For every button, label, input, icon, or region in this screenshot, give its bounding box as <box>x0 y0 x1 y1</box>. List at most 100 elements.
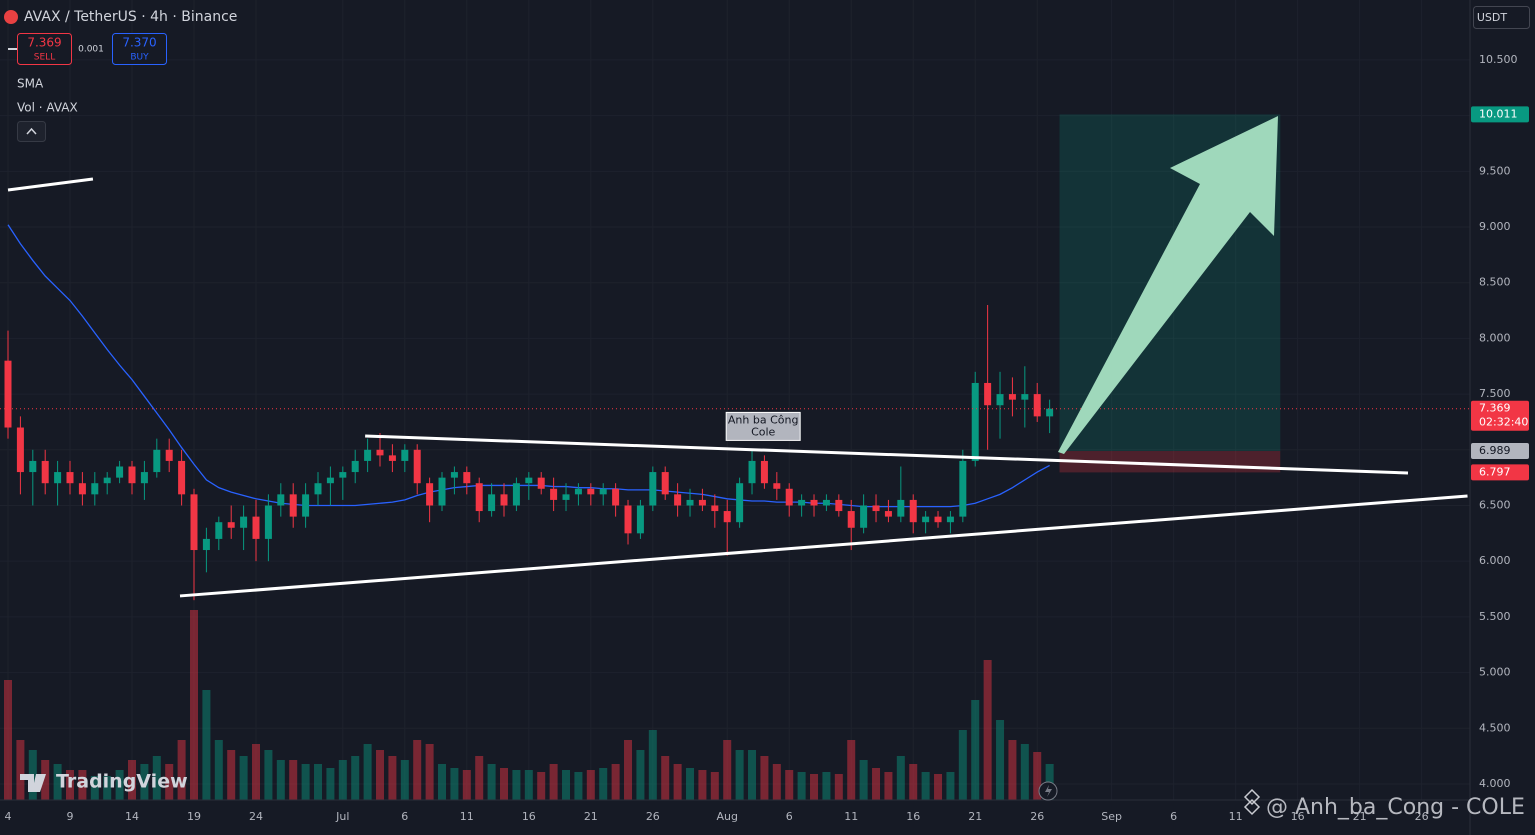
volume-bar <box>822 772 831 800</box>
volume-bar <box>140 764 149 800</box>
candle-body <box>326 477 334 484</box>
candle-body <box>599 488 607 495</box>
candle-body <box>165 449 173 461</box>
candle-body <box>91 483 99 495</box>
y-tick-label: 7.500 <box>1479 387 1511 400</box>
watermark-icon <box>1243 788 1261 816</box>
price-label-bg <box>1471 443 1529 460</box>
candle-body <box>103 477 111 484</box>
x-tick-label: 26 <box>646 810 660 823</box>
x-tick-label: Sep <box>1101 810 1122 823</box>
arrow <box>1058 116 1278 454</box>
candle-body <box>798 499 806 506</box>
volume-bar <box>884 772 893 800</box>
candle-body <box>587 488 595 495</box>
volume-bar <box>66 770 74 800</box>
x-tick-label: 11 <box>844 810 858 823</box>
buy-button[interactable] <box>112 33 167 65</box>
x-tick-label: 21 <box>1353 810 1367 823</box>
x-tick-label: 16 <box>1291 810 1305 823</box>
volume-bar <box>934 774 943 800</box>
x-tick-label: 9 <box>67 810 74 823</box>
candle-body <box>847 511 855 528</box>
candle-body <box>860 505 868 528</box>
volume-bar <box>413 740 422 800</box>
volume-bar <box>338 760 347 800</box>
candle-body <box>897 499 905 517</box>
candle-body <box>29 460 37 473</box>
countdown: 02:32:40 <box>1479 416 1528 429</box>
sell-label[interactable]: SELL <box>34 53 55 63</box>
sell-price[interactable]: 7.369 <box>27 36 61 50</box>
volume-bar <box>648 730 657 800</box>
candle-body <box>612 488 620 506</box>
candle-body <box>884 511 892 517</box>
currency[interactable]: USDT <box>1477 11 1508 24</box>
candle-body <box>413 449 421 484</box>
indicator-legend[interactable]: SMA <box>17 77 44 91</box>
volume-bar <box>549 764 558 800</box>
candle-body <box>624 505 632 534</box>
volume-bar <box>983 660 992 800</box>
volume-bar <box>202 690 211 800</box>
candle-body <box>636 505 644 534</box>
candle-body <box>140 472 148 484</box>
buy-label[interactable]: BUY <box>130 53 149 63</box>
volume-bar <box>512 770 521 800</box>
candle-body <box>240 516 248 528</box>
candle-body <box>463 472 471 484</box>
volume-bar <box>599 768 608 800</box>
candle-body <box>227 522 235 528</box>
y-tick-label: 9.000 <box>1479 220 1511 233</box>
volume-bar <box>165 764 174 800</box>
volume-bar <box>686 768 695 800</box>
x-tick-label: 26 <box>1030 810 1044 823</box>
volume-bar <box>735 750 744 800</box>
candle-body <box>835 499 843 512</box>
candle-body <box>178 460 186 495</box>
candle-body <box>54 472 62 484</box>
candle-body <box>959 460 967 517</box>
candle-body <box>512 483 520 506</box>
volume-bar <box>239 756 248 800</box>
volume-bar <box>115 770 124 800</box>
x-tick-label: 21 <box>968 810 982 823</box>
volume-bar <box>611 764 620 800</box>
volume-bar <box>896 756 905 800</box>
candle-body <box>984 382 992 406</box>
y-tick-label: 8.500 <box>1479 276 1511 289</box>
currency-button[interactable] <box>1473 6 1530 29</box>
price-label: 10.011 <box>1479 107 1518 120</box>
volume-bar <box>289 760 298 800</box>
volume-bar <box>500 768 509 800</box>
collapse-button[interactable] <box>17 121 46 142</box>
watermark: @ Anh_ba_Cong - COLE <box>1266 795 1525 820</box>
candle-body <box>574 488 582 495</box>
x-tick-label: 24 <box>249 810 263 823</box>
volume-bar <box>103 776 112 800</box>
candle-body <box>4 360 12 428</box>
candle-body <box>1021 394 1029 400</box>
candle-body <box>438 477 446 506</box>
candle-body <box>364 449 372 461</box>
candle-body <box>1008 394 1016 400</box>
x-tick-label: 26 <box>1415 810 1429 823</box>
trendline <box>179 494 1468 598</box>
volume-bar <box>524 770 533 800</box>
buy-price[interactable]: 7.370 <box>122 36 156 50</box>
candle-body <box>78 483 86 495</box>
sell-button[interactable] <box>17 33 72 65</box>
trendline <box>365 434 1409 475</box>
volume-bar <box>450 768 459 800</box>
volume-bar <box>748 750 757 800</box>
y-tick-label: 5.500 <box>1479 610 1511 623</box>
x-tick-label: 21 <box>584 810 598 823</box>
candle-body <box>351 460 359 473</box>
x-tick-label: 6 <box>401 810 408 823</box>
candle-body <box>116 466 124 478</box>
volume-bar <box>1020 744 1029 800</box>
indicator-legend[interactable]: Vol · AVAX <box>17 101 78 115</box>
volume-bar <box>673 764 682 800</box>
volume-bar <box>772 764 781 800</box>
